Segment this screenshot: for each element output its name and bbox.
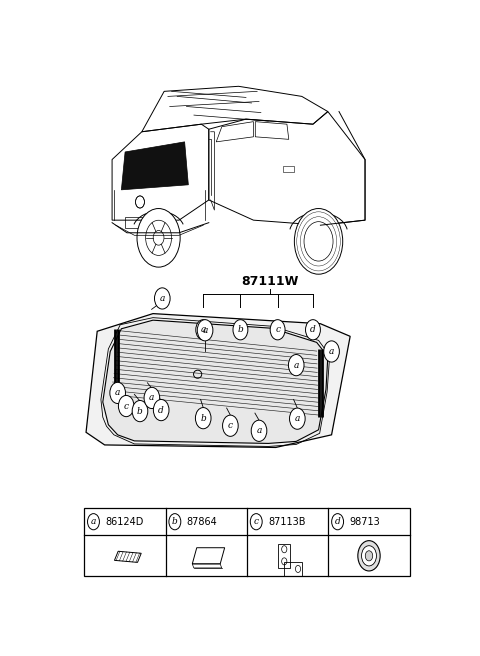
Text: c: c [124, 401, 129, 411]
Circle shape [223, 415, 238, 436]
Circle shape [87, 514, 99, 530]
Circle shape [288, 354, 304, 376]
Circle shape [155, 288, 170, 309]
Text: a: a [203, 326, 208, 335]
Bar [284, 562, 302, 576]
Text: 87111W: 87111W [241, 276, 299, 289]
Circle shape [119, 396, 134, 417]
Circle shape [144, 387, 160, 409]
Polygon shape [103, 320, 328, 443]
Bar [283, 166, 294, 172]
Text: 87113B: 87113B [268, 517, 306, 527]
Circle shape [132, 400, 148, 422]
Circle shape [306, 319, 321, 340]
Circle shape [332, 514, 344, 530]
Text: a: a [91, 517, 96, 526]
Text: a: a [160, 294, 165, 303]
Text: a: a [149, 394, 155, 402]
Text: 87864: 87864 [187, 517, 217, 527]
Text: b: b [172, 517, 178, 526]
Text: 98713: 98713 [349, 517, 380, 527]
Circle shape [196, 319, 211, 340]
Bar [125, 216, 153, 228]
Circle shape [169, 514, 181, 530]
Text: c: c [254, 517, 259, 526]
Bar [84, 508, 410, 576]
Circle shape [154, 400, 169, 420]
Text: a: a [295, 414, 300, 423]
Polygon shape [121, 142, 188, 190]
Circle shape [251, 420, 267, 441]
Circle shape [324, 341, 339, 362]
Circle shape [358, 541, 380, 571]
Text: a: a [201, 325, 206, 335]
Text: b: b [238, 325, 243, 335]
Polygon shape [86, 314, 350, 447]
Text: c: c [275, 325, 280, 335]
Circle shape [294, 209, 343, 274]
Circle shape [197, 319, 213, 341]
Circle shape [365, 551, 372, 561]
Circle shape [233, 319, 248, 340]
Circle shape [289, 408, 305, 429]
Text: d: d [158, 405, 164, 415]
Text: 86124D: 86124D [106, 517, 144, 527]
Circle shape [195, 407, 211, 429]
Text: a: a [115, 388, 120, 398]
Text: a: a [329, 347, 334, 356]
Text: b: b [137, 407, 143, 416]
Circle shape [137, 209, 180, 267]
Text: a: a [294, 361, 299, 369]
Circle shape [270, 319, 285, 340]
Text: d: d [335, 517, 340, 526]
Circle shape [250, 514, 262, 530]
Circle shape [361, 546, 376, 566]
Text: c: c [228, 421, 233, 430]
Text: a: a [256, 426, 262, 436]
Text: d: d [310, 325, 316, 335]
Text: b: b [200, 414, 206, 422]
Bar [278, 544, 290, 569]
Circle shape [110, 382, 125, 403]
